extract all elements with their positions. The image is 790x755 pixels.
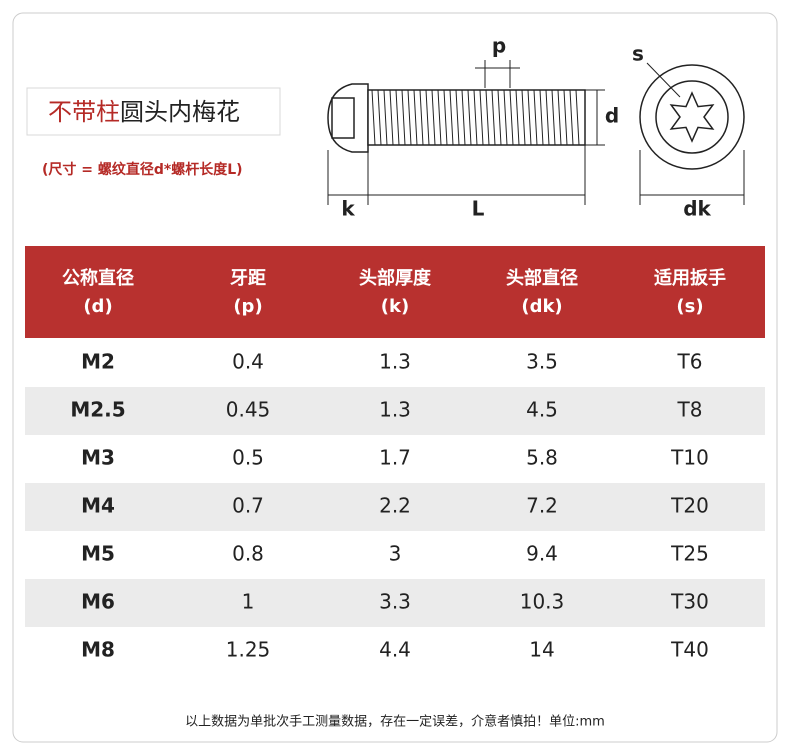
label-dk: dk	[683, 197, 711, 221]
label-p: p	[492, 34, 506, 58]
cell: M6	[81, 590, 115, 614]
cell: 1.3	[379, 350, 411, 374]
cell: M2	[81, 350, 115, 374]
cell: 0.7	[232, 494, 264, 518]
cell: T10	[670, 446, 709, 470]
header-cell: (dk)	[521, 296, 562, 317]
cell: 10.3	[520, 590, 565, 614]
cell: 3.5	[526, 350, 558, 374]
cell: 5.8	[526, 446, 558, 470]
row-band	[25, 483, 765, 531]
cell: T30	[670, 590, 709, 614]
cell: 9.4	[526, 542, 558, 566]
row-band	[25, 387, 765, 435]
cell: M2.5	[70, 398, 125, 422]
header-cell: (k)	[381, 296, 409, 317]
header-cell: 头部直径	[506, 267, 578, 289]
cell: M5	[81, 542, 115, 566]
header-cell: (d)	[83, 296, 112, 317]
cell: 4.4	[379, 638, 411, 662]
footer: 以上数据为单批次手工测量数据，存在一定误差，介意者慎拍！单位:mm	[185, 714, 605, 730]
row-band	[25, 579, 765, 627]
card	[12, 12, 778, 743]
header-cell: 公称直径	[62, 267, 134, 289]
header-cell: (p)	[233, 296, 262, 317]
cell: 1.25	[226, 638, 271, 662]
label-k: k	[341, 197, 355, 221]
cell: 0.5	[232, 446, 264, 470]
cell: T20	[670, 494, 709, 518]
label-L: L	[472, 197, 485, 221]
header-cell: 适用扳手	[654, 267, 726, 289]
cell: 3.3	[379, 590, 411, 614]
diagram-labels: p d k L s dk	[341, 34, 711, 221]
cell: M4	[81, 494, 115, 518]
header-cell: 头部厚度	[359, 267, 432, 289]
subtitle: (尺寸 = 螺纹直径d*螺杆长度L)	[42, 161, 243, 178]
cell: 7.2	[526, 494, 558, 518]
label-d: d	[605, 104, 619, 128]
cell: 0.8	[232, 542, 264, 566]
title-box	[26, 87, 281, 136]
screw-drawing	[327, 60, 745, 205]
cell: 1.3	[379, 398, 411, 422]
cell: 1	[242, 590, 255, 614]
cell: 14	[529, 638, 554, 662]
header-cell: 牙距	[230, 268, 266, 289]
cell: T6	[677, 350, 703, 374]
cell: 4.5	[526, 398, 558, 422]
title-highlight: 不带柱	[48, 98, 120, 126]
header-cell: (s)	[676, 296, 703, 317]
cell: 2.2	[379, 494, 411, 518]
cell: 3	[389, 542, 402, 566]
cell: M3	[81, 446, 115, 470]
cell: T40	[670, 638, 709, 662]
table-header	[25, 246, 765, 338]
cell: 1.7	[379, 446, 411, 470]
title-rest: 圆头内梅花	[120, 98, 240, 126]
cell: M8	[81, 638, 115, 662]
label-s: s	[632, 42, 644, 66]
cell: T25	[670, 542, 709, 566]
cell: T8	[677, 398, 703, 422]
cell: 0.4	[232, 350, 264, 374]
title: 不带柱圆头内梅花	[48, 98, 240, 126]
cell: 0.45	[226, 398, 271, 422]
